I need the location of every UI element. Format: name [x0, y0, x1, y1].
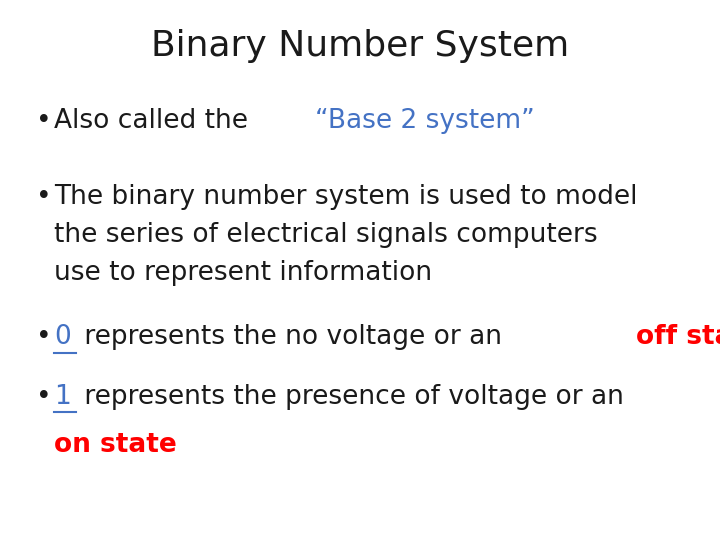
Text: Binary Number System: Binary Number System [151, 29, 569, 63]
Text: Also called the: Also called the [54, 109, 256, 134]
Text: 0: 0 [54, 325, 71, 350]
Text: •: • [36, 384, 52, 410]
Text: •: • [36, 325, 52, 350]
Text: off state: off state [636, 325, 720, 350]
Text: on state: on state [54, 433, 176, 458]
Text: represents the presence of voltage or an: represents the presence of voltage or an [76, 384, 624, 410]
Text: •: • [36, 184, 52, 210]
Text: •: • [36, 109, 52, 134]
Text: represents the no voltage or an: represents the no voltage or an [76, 325, 510, 350]
Text: “Base 2 system”: “Base 2 system” [315, 109, 535, 134]
Text: use to represent information: use to represent information [54, 260, 432, 286]
Text: 1: 1 [54, 384, 71, 410]
Text: the series of electrical signals computers: the series of electrical signals compute… [54, 222, 598, 248]
Text: The binary number system is used to model: The binary number system is used to mode… [54, 184, 637, 210]
